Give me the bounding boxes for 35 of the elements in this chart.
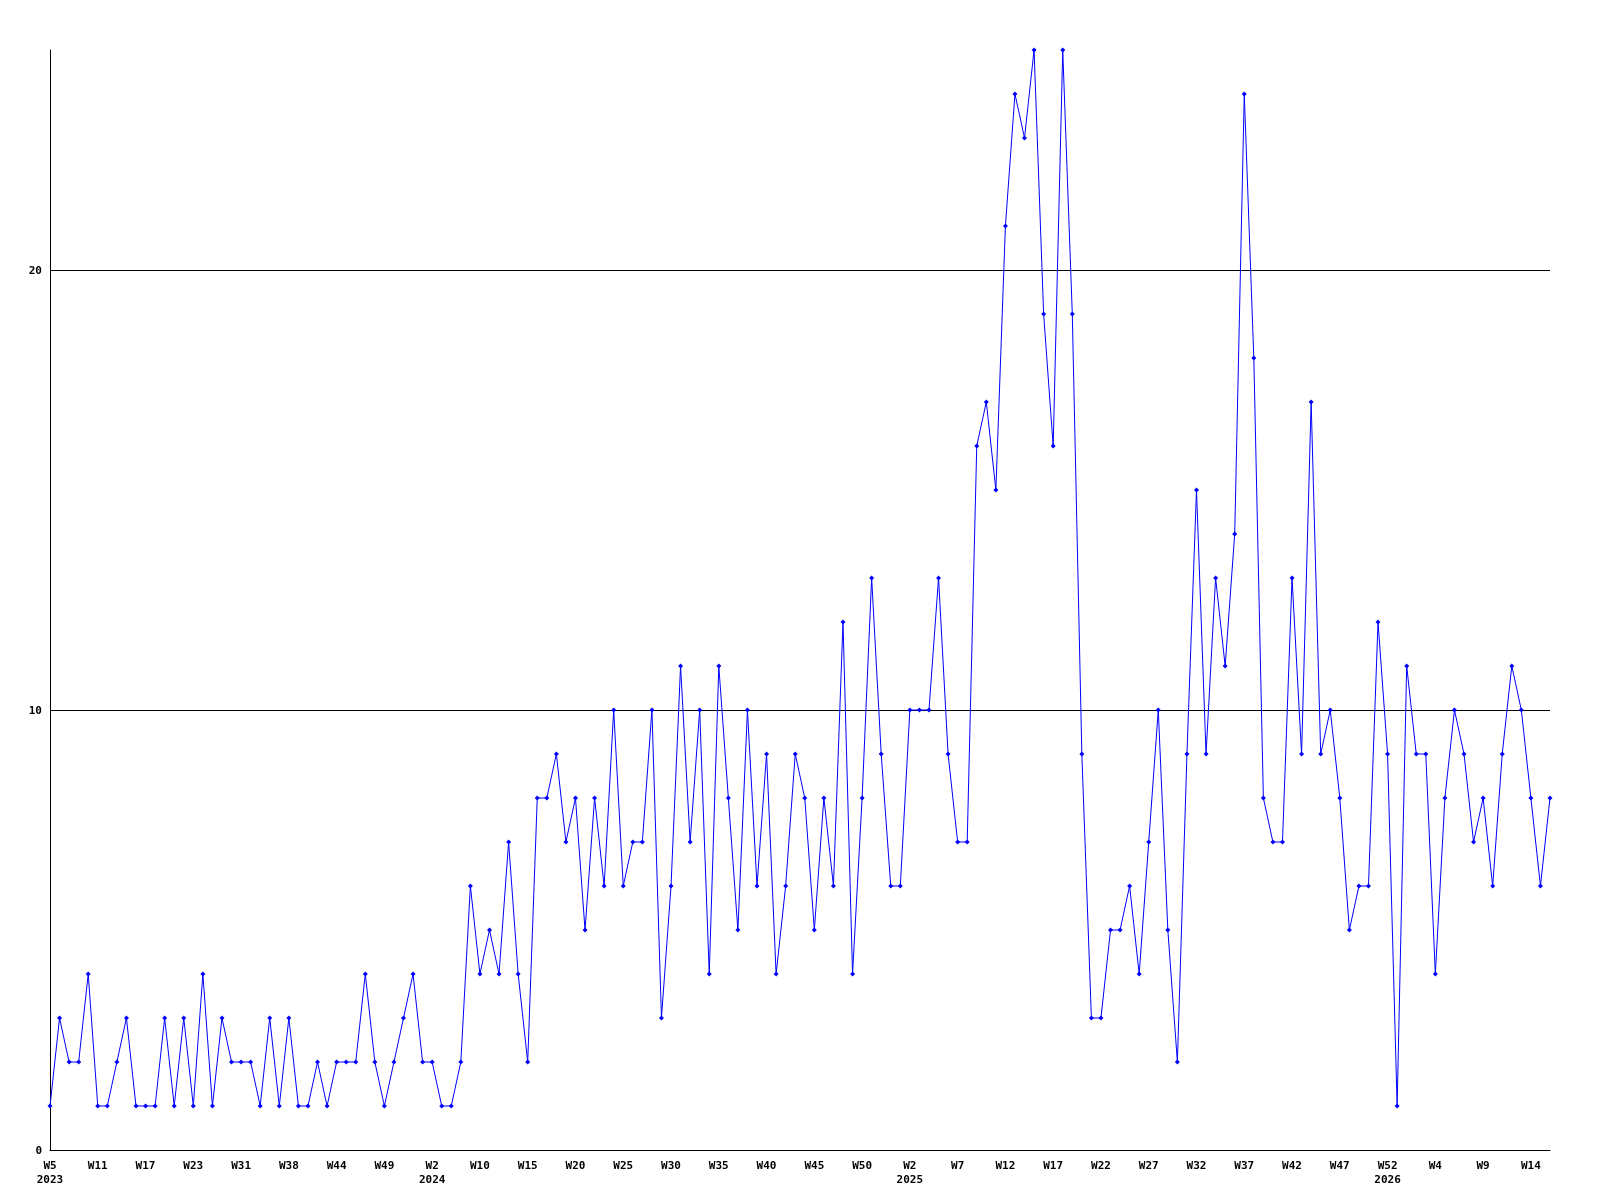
x-tick-label: W2 2024 bbox=[418, 1158, 446, 1186]
x-tick-label: W42 bbox=[1282, 1158, 1302, 1172]
x-tick-label: W47 bbox=[1329, 1158, 1350, 1172]
x-tick-label: W35 bbox=[708, 1158, 729, 1172]
x-tick-label: W52 2026 bbox=[1374, 1158, 1402, 1186]
x-tick-label: W40 bbox=[756, 1158, 777, 1172]
y-tick-label: 20 bbox=[28, 263, 42, 277]
x-tick-label: W17 bbox=[135, 1158, 156, 1172]
x-tick-label: W2 2025 bbox=[896, 1158, 924, 1186]
x-tick-label: W23 bbox=[183, 1158, 204, 1172]
y-tick-label: 10 bbox=[28, 703, 42, 717]
x-tick-label: W30 bbox=[661, 1158, 681, 1172]
x-tick-label: W49 bbox=[374, 1158, 395, 1172]
x-tick-label: W14 bbox=[1520, 1158, 1542, 1172]
x-tick-label: W12 bbox=[995, 1158, 1016, 1172]
x-tick-label: W5 2023 bbox=[36, 1158, 64, 1186]
y-tick-label: 0 bbox=[35, 1143, 42, 1157]
x-tick-label: W4 bbox=[1428, 1158, 1443, 1172]
x-tick-label: W9 bbox=[1476, 1158, 1490, 1172]
x-tick-label: W31 bbox=[231, 1158, 252, 1172]
x-tick-label: W15 bbox=[517, 1158, 538, 1172]
x-tick-label: W17 bbox=[1043, 1158, 1064, 1172]
x-tick-label: W27 bbox=[1138, 1158, 1159, 1172]
x-tick-label: W25 bbox=[613, 1158, 634, 1172]
x-tick-label: W7 bbox=[951, 1158, 965, 1172]
x-tick-label: W22 bbox=[1091, 1158, 1111, 1172]
x-tick-label: W37 bbox=[1234, 1158, 1255, 1172]
x-tick-label: W20 bbox=[565, 1158, 586, 1172]
x-tick-label: W38 bbox=[278, 1158, 299, 1172]
x-tick-label: W10 bbox=[470, 1158, 490, 1172]
x-tick-label: W50 bbox=[852, 1158, 873, 1172]
x-tick-label: W44 bbox=[326, 1158, 347, 1172]
x-tick-label: W32 bbox=[1186, 1158, 1207, 1172]
x-tick-label: W11 bbox=[87, 1158, 109, 1172]
x-tick-label: W45 bbox=[804, 1158, 825, 1172]
